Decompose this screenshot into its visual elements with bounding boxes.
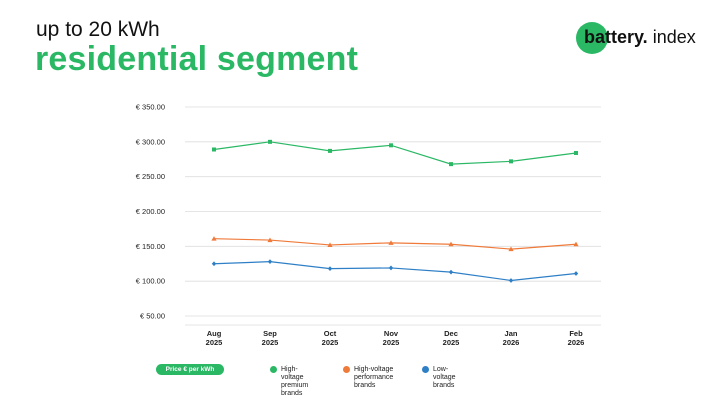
data-point [449,162,453,167]
x-tick-label: 2025 [262,338,279,347]
y-tick-label: € 200.00 [136,207,165,216]
y-tick-label: € 350.00 [136,103,165,112]
logo-text: battery. index [584,27,696,48]
data-point [508,246,514,252]
data-point [509,159,513,164]
data-point [574,150,578,155]
page-subtitle: up to 20 kWh [36,18,160,41]
x-tick-label: 2025 [206,338,223,347]
x-tick-label: Feb [569,329,583,338]
data-point [267,237,273,243]
x-tick-label: 2025 [383,338,400,347]
data-point [573,241,579,247]
logo-circle [576,22,608,54]
x-tick-label: Nov [384,329,399,338]
data-point [448,241,454,247]
page-title: residential segment [35,40,359,78]
x-tick-label: Dec [444,329,458,338]
data-point [212,147,216,152]
series-line [213,141,577,165]
data-point [211,236,217,241]
data-point [268,139,272,144]
data-point [327,266,333,272]
series-line [213,261,577,282]
data-point [388,240,394,245]
y-tick-label: € 250.00 [136,172,165,181]
data-point [573,271,579,276]
x-tick-label: 2026 [503,338,520,347]
data-point [267,259,273,265]
x-tick-label: 2025 [322,338,339,347]
y-tick-label: € 300.00 [136,137,165,146]
x-tick-label: Jan [505,329,518,338]
data-point [448,269,454,275]
x-tick-label: Aug [207,329,222,338]
data-point [389,143,393,148]
logo-brand-bold: battery. [584,27,648,47]
data-point [327,242,333,247]
y-tick-label: € 100.00 [136,277,165,286]
x-tick-label: 2026 [568,338,585,347]
x-tick-label: Sep [263,329,277,338]
data-point [328,148,332,153]
data-point [388,265,394,271]
logo-brand-rest: index [647,27,696,47]
x-tick-label: Oct [324,329,337,338]
data-point [211,261,217,267]
y-tick-label: € 150.00 [136,242,165,251]
series-line [213,238,577,250]
y-tick-label: € 50.00 [140,312,165,321]
x-tick-label: 2025 [443,338,460,347]
data-point [508,278,514,283]
